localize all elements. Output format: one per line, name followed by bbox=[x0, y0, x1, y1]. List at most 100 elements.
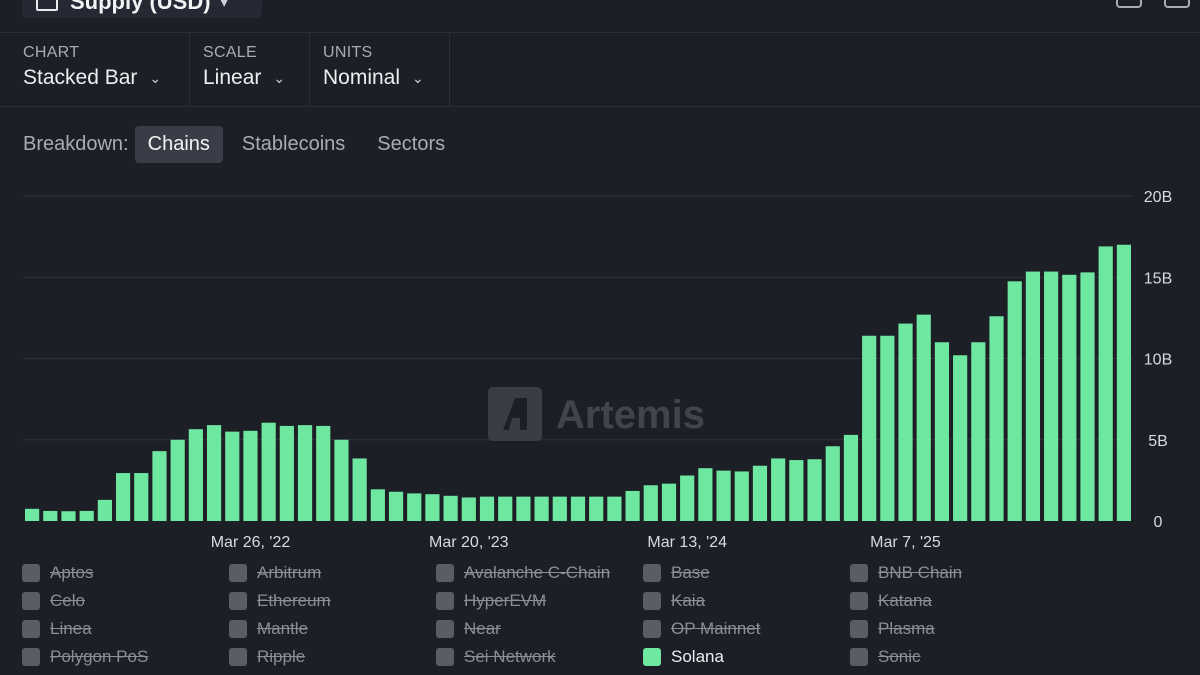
tab-stablecoins[interactable]: Stablecoins bbox=[241, 133, 346, 155]
bar[interactable] bbox=[953, 355, 968, 521]
legend-item[interactable]: Polygon PoS bbox=[22, 647, 148, 667]
bar[interactable] bbox=[1007, 281, 1022, 521]
legend-checkbox[interactable] bbox=[850, 564, 868, 582]
bar[interactable] bbox=[134, 473, 149, 521]
bar[interactable] bbox=[352, 458, 367, 521]
bar[interactable] bbox=[479, 496, 495, 522]
units-select[interactable]: UNITS Nominal ⌄ bbox=[310, 32, 450, 106]
bar[interactable] bbox=[516, 496, 531, 522]
bar[interactable] bbox=[170, 439, 185, 521]
legend-item[interactable]: BNB Chain bbox=[850, 563, 962, 583]
legend-item[interactable]: Ripple bbox=[229, 647, 305, 667]
legend-checkbox[interactable] bbox=[22, 564, 40, 582]
legend-checkbox[interactable] bbox=[850, 592, 868, 610]
legend-checkbox[interactable] bbox=[22, 620, 40, 638]
bar[interactable] bbox=[789, 460, 804, 521]
legend-item[interactable]: Avalanche C-Chain bbox=[436, 563, 610, 583]
bar[interactable] bbox=[79, 510, 94, 521]
bar[interactable] bbox=[152, 451, 167, 522]
legend-checkbox[interactable] bbox=[643, 620, 661, 638]
legend-item[interactable]: Arbitrum bbox=[229, 563, 321, 583]
bar[interactable] bbox=[388, 491, 404, 521]
bar[interactable] bbox=[1025, 271, 1041, 521]
bar[interactable] bbox=[225, 431, 240, 522]
bar[interactable] bbox=[825, 446, 840, 521]
bar[interactable] bbox=[971, 342, 986, 521]
bar[interactable] bbox=[880, 335, 895, 521]
legend-item[interactable]: OP Mainnet bbox=[643, 619, 760, 639]
legend-item[interactable]: Base bbox=[643, 563, 710, 583]
bar[interactable] bbox=[316, 425, 331, 521]
bar[interactable] bbox=[279, 425, 294, 521]
legend-checkbox[interactable] bbox=[229, 564, 247, 582]
bar[interactable] bbox=[1044, 271, 1059, 521]
bar[interactable] bbox=[297, 425, 313, 522]
bar[interactable] bbox=[97, 499, 112, 522]
bar[interactable] bbox=[534, 496, 549, 522]
bar[interactable] bbox=[461, 497, 476, 521]
bar[interactable] bbox=[206, 425, 222, 522]
legend-checkbox[interactable] bbox=[643, 648, 661, 666]
legend-checkbox[interactable] bbox=[850, 620, 868, 638]
legend-item[interactable]: HyperEVM bbox=[436, 591, 546, 611]
legend-checkbox[interactable] bbox=[436, 620, 454, 638]
bar[interactable] bbox=[1098, 246, 1113, 522]
bar[interactable] bbox=[661, 483, 677, 522]
legend-checkbox[interactable] bbox=[436, 648, 454, 666]
legend-item[interactable]: Kaia bbox=[643, 591, 705, 611]
bar[interactable] bbox=[425, 494, 440, 521]
bar[interactable] bbox=[589, 496, 604, 522]
bar[interactable] bbox=[61, 511, 76, 521]
legend-checkbox[interactable] bbox=[850, 648, 868, 666]
bar[interactable] bbox=[643, 485, 658, 521]
bar[interactable] bbox=[771, 458, 786, 521]
legend-item[interactable]: Aptos bbox=[22, 563, 93, 583]
legend-item[interactable]: Solana bbox=[643, 647, 724, 667]
bar[interactable] bbox=[807, 459, 822, 521]
legend-checkbox[interactable] bbox=[229, 648, 247, 666]
scale-select[interactable]: SCALE Linear ⌄ bbox=[190, 32, 310, 106]
bar[interactable] bbox=[843, 434, 859, 522]
legend-checkbox[interactable] bbox=[22, 592, 40, 610]
bar[interactable] bbox=[1062, 274, 1077, 521]
bar[interactable] bbox=[443, 495, 458, 521]
camera-icon[interactable] bbox=[1164, 0, 1190, 8]
chart-type-select[interactable]: CHART Stacked Bar ⌄ bbox=[0, 32, 190, 106]
legend-checkbox[interactable] bbox=[436, 592, 454, 610]
legend-checkbox[interactable] bbox=[229, 620, 247, 638]
bar[interactable] bbox=[115, 473, 131, 521]
legend-checkbox[interactable] bbox=[229, 592, 247, 610]
bar[interactable] bbox=[243, 430, 258, 521]
legend-item[interactable]: Katana bbox=[850, 591, 932, 611]
bar[interactable] bbox=[698, 468, 713, 521]
legend-item[interactable]: Sei Network bbox=[436, 647, 556, 667]
bar[interactable] bbox=[407, 493, 422, 522]
bar[interactable] bbox=[43, 510, 58, 521]
legend-item[interactable]: Linea bbox=[22, 619, 92, 639]
legend-item[interactable]: Near bbox=[436, 619, 501, 639]
bar[interactable] bbox=[752, 465, 768, 521]
legend-checkbox[interactable] bbox=[22, 648, 40, 666]
bar[interactable] bbox=[625, 490, 640, 521]
bar[interactable] bbox=[607, 496, 622, 522]
bar[interactable] bbox=[25, 508, 40, 521]
metric-select[interactable]: Supply (USD) ▾ bbox=[22, 0, 262, 18]
bar[interactable] bbox=[370, 489, 385, 521]
legend-checkbox[interactable] bbox=[436, 564, 454, 582]
download-icon[interactable] bbox=[1116, 0, 1142, 8]
tab-sectors[interactable]: Sectors bbox=[377, 133, 446, 155]
bar[interactable] bbox=[570, 496, 586, 522]
bar[interactable] bbox=[734, 471, 749, 521]
legend-checkbox[interactable] bbox=[643, 564, 661, 582]
bar[interactable] bbox=[716, 470, 731, 522]
bar[interactable] bbox=[261, 422, 276, 521]
legend-item[interactable]: Sonic bbox=[850, 647, 921, 667]
bar[interactable] bbox=[680, 475, 695, 522]
legend-item[interactable]: Mantle bbox=[229, 619, 308, 639]
bar[interactable] bbox=[498, 496, 513, 522]
bar[interactable] bbox=[188, 429, 203, 521]
bar[interactable] bbox=[1080, 272, 1095, 522]
legend-checkbox[interactable] bbox=[643, 592, 661, 610]
bar[interactable] bbox=[934, 342, 950, 521]
bar[interactable] bbox=[1116, 244, 1131, 521]
